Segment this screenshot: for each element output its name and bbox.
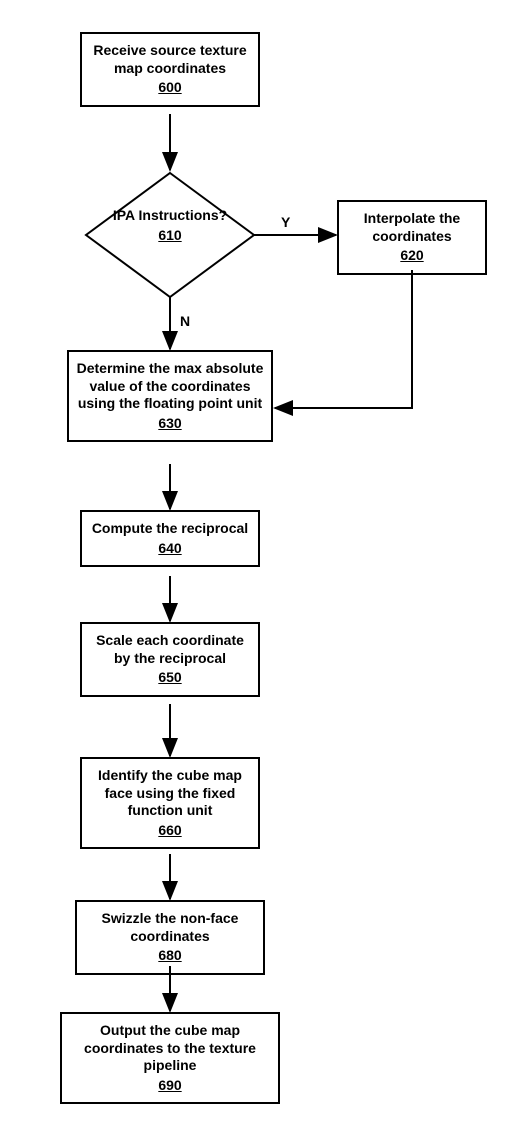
edge-label-yes: Y — [281, 214, 290, 230]
node-600: Receive source texture map coordinates 6… — [80, 32, 260, 107]
node-660: Identify the cube map face using the fix… — [80, 757, 260, 849]
node-650: Scale each coordinate by the reciprocal … — [80, 622, 260, 697]
node-690: Output the cube map coordinates to the t… — [60, 1012, 280, 1104]
node-630: Determine the max absolute value of the … — [67, 350, 273, 442]
node-640-text: Compute the reciprocal — [92, 520, 248, 536]
edge-610-630 — [168, 297, 172, 351]
node-680-text: Swizzle the non-face coordinates — [102, 910, 239, 944]
node-650-text: Scale each coordinate by the reciprocal — [96, 632, 244, 666]
edge-620-630 — [271, 270, 416, 412]
edge-label-no: N — [180, 313, 190, 329]
node-650-ref: 650 — [88, 669, 252, 687]
edge-600-610 — [168, 114, 172, 172]
node-620-text: Interpolate the coordinates — [364, 210, 460, 244]
node-610-label: IPA Instructions? 610 — [95, 207, 245, 244]
edge-640-650 — [168, 576, 172, 623]
node-600-ref: 600 — [88, 79, 252, 97]
node-630-ref: 630 — [75, 415, 265, 433]
node-610-text: IPA Instructions? — [113, 207, 227, 223]
edge-650-660 — [168, 704, 172, 758]
edge-680-690 — [168, 966, 172, 1013]
node-620-ref: 620 — [345, 247, 479, 265]
node-630-text: Determine the max absolute value of the … — [77, 360, 264, 411]
node-680-ref: 680 — [83, 947, 257, 965]
node-600-text: Receive source texture map coordinates — [93, 42, 246, 76]
node-640: Compute the reciprocal 640 — [80, 510, 260, 567]
node-660-ref: 660 — [88, 822, 252, 840]
node-690-ref: 690 — [68, 1077, 272, 1095]
node-620: Interpolate the coordinates 620 — [337, 200, 487, 275]
node-690-text: Output the cube map coordinates to the t… — [84, 1022, 256, 1073]
node-660-text: Identify the cube map face using the fix… — [98, 767, 242, 818]
node-680: Swizzle the non-face coordinates 680 — [75, 900, 265, 975]
edge-630-640 — [168, 464, 172, 511]
edge-660-680 — [168, 854, 172, 901]
node-610-ref: 610 — [95, 227, 245, 245]
node-640-ref: 640 — [88, 540, 252, 558]
edge-610-620 — [254, 233, 338, 237]
